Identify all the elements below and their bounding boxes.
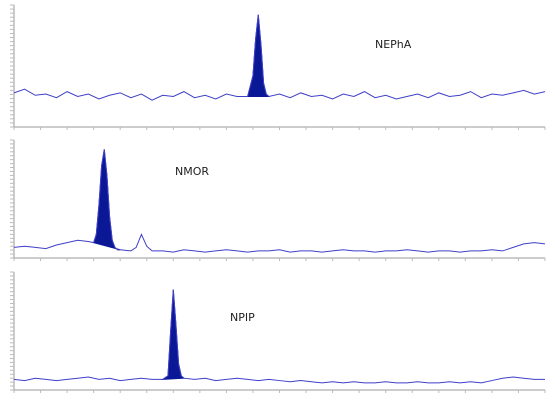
peak-area [93,149,121,251]
trace-line [13,289,545,384]
compound-label: NPIP [230,311,255,324]
compound-label: NEPhA [375,38,412,51]
peak-area [160,289,186,380]
compound-label: NMOR [175,165,209,178]
trace-line [13,14,546,101]
trace-line [13,149,546,253]
